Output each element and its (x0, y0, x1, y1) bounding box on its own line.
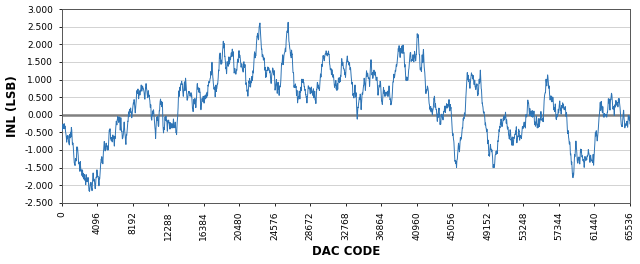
Y-axis label: INL (LSB): INL (LSB) (6, 75, 19, 137)
X-axis label: DAC CODE: DAC CODE (312, 246, 380, 258)
